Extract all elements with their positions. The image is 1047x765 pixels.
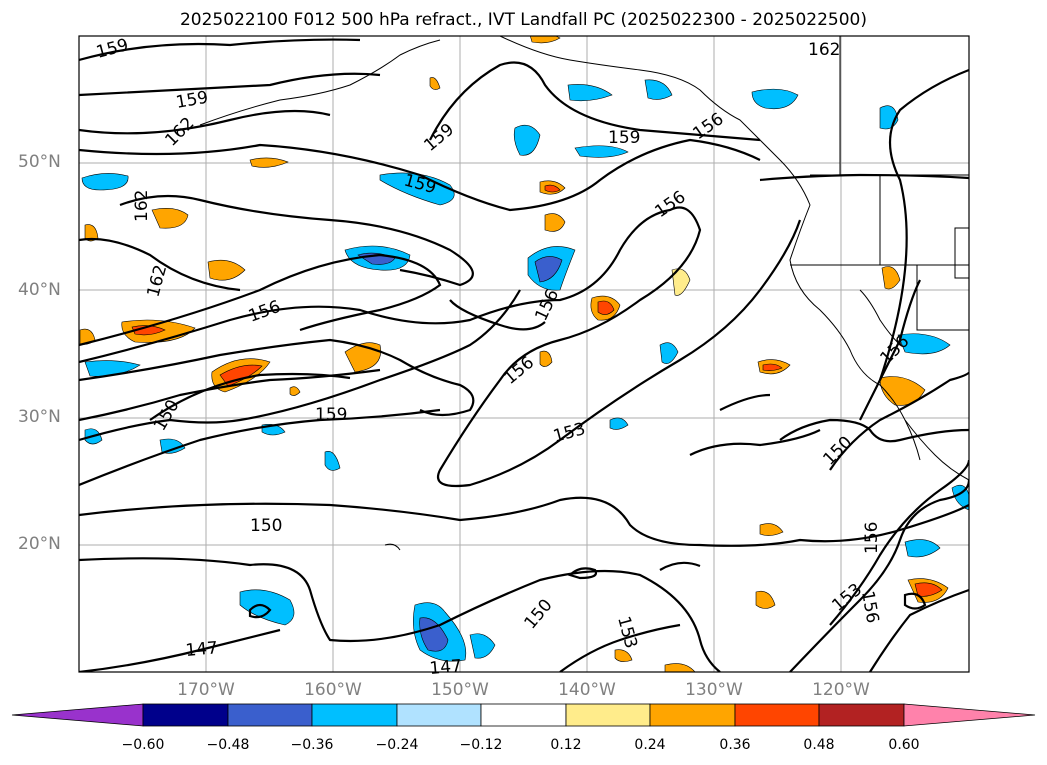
lon-label-120w: 120°W bbox=[812, 680, 870, 700]
colorbar-tick: 0.60 bbox=[888, 737, 920, 753]
map-title: 2025022100 F012 500 hPa refract., IVT La… bbox=[179, 10, 867, 30]
lon-label-140w: 140°W bbox=[558, 680, 616, 700]
colorbar-tick: −0.36 bbox=[290, 737, 334, 753]
lat-label-20n: 20°N bbox=[18, 534, 61, 554]
contour-lines bbox=[79, 38, 969, 672]
contour-label: 150 bbox=[250, 516, 282, 536]
colorbar-segment bbox=[734, 703, 820, 727]
lat-label-30n: 30°N bbox=[18, 407, 61, 427]
contour-label: 159 bbox=[315, 405, 347, 425]
gridlines bbox=[79, 36, 969, 672]
lat-label-40n: 40°N bbox=[18, 280, 61, 300]
contour-label: 162 bbox=[132, 190, 152, 222]
colorbar-tick: 0.48 bbox=[803, 737, 835, 753]
colorbar-segment bbox=[142, 703, 229, 727]
contour-label: 147 bbox=[429, 656, 463, 679]
colorbar-tick: 0.24 bbox=[634, 737, 666, 753]
colorbar-segment bbox=[818, 703, 905, 727]
colorbar-segment bbox=[480, 703, 567, 727]
colorbar-segment bbox=[649, 703, 736, 727]
colorbar-tick: −0.48 bbox=[206, 737, 250, 753]
colorbar-tick: 0.36 bbox=[719, 737, 751, 753]
lat-label-50n: 50°N bbox=[18, 152, 61, 172]
lon-label-130w: 130°W bbox=[685, 680, 743, 700]
map-border bbox=[78, 35, 970, 673]
colorbar-segment bbox=[11, 703, 144, 727]
lon-label-170w: 170°W bbox=[177, 680, 235, 700]
colorbar-segment bbox=[227, 703, 313, 727]
colorbar-segment bbox=[396, 703, 482, 727]
contour-label: 156 bbox=[862, 522, 882, 554]
colorbar-tick: −0.24 bbox=[375, 737, 419, 753]
colorbar-tick: 0.12 bbox=[550, 737, 582, 753]
colorbar-segment bbox=[311, 703, 398, 727]
colorbar-segment bbox=[565, 703, 651, 727]
lon-label-150w: 150°W bbox=[431, 680, 489, 700]
colorbar-tick: −0.60 bbox=[121, 737, 165, 753]
contour-label: 147 bbox=[185, 638, 219, 661]
colorbar-tick: −0.12 bbox=[459, 737, 503, 753]
lon-label-160w: 160°W bbox=[304, 680, 362, 700]
contour-label: 162 bbox=[808, 40, 840, 60]
colorbar bbox=[11, 703, 1036, 727]
colorbar-segment bbox=[903, 703, 1036, 727]
coastlines bbox=[199, 36, 969, 551]
contour-label: 159 bbox=[608, 128, 640, 148]
